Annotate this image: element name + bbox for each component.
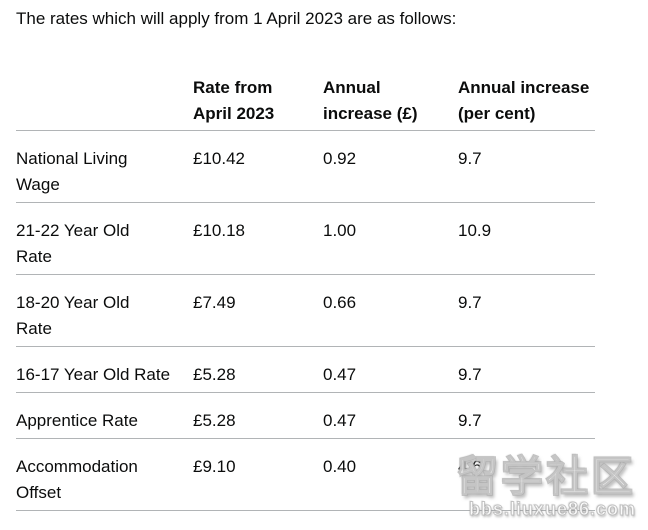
increase-pct-value: 10.9 (458, 202, 595, 275)
rate-value: £10.42 (193, 130, 323, 203)
rate-value: £9.10 (193, 438, 323, 511)
rates-table: Rate from April 2023 Annual increase (£)… (16, 75, 595, 511)
rate-value: £5.28 (193, 346, 323, 393)
table-row: Apprentice Rate £5.28 0.47 9.7 (16, 392, 595, 439)
increase-gbp-value: 0.92 (323, 130, 458, 203)
rate-value: £5.28 (193, 392, 323, 439)
increase-gbp-value: 0.47 (323, 346, 458, 393)
row-label: 16-17 Year Old Rate (16, 346, 193, 393)
page-root: The rates which will apply from 1 April … (16, 9, 635, 520)
column-header-blank (16, 75, 193, 131)
row-label: 18-20 Year Old Rate (16, 274, 193, 347)
table-header-row: Rate from April 2023 Annual increase (£)… (16, 75, 595, 131)
column-header-increase-pct: Annual increase (per cent) (458, 75, 595, 131)
increase-gbp-value: 0.40 (323, 438, 458, 511)
increase-gbp-value: 0.47 (323, 392, 458, 439)
table-row: 18-20 Year Old Rate £7.49 0.66 9.7 (16, 274, 595, 347)
increase-pct-value: 9.7 (458, 392, 595, 439)
row-label: Accommodation Offset (16, 438, 193, 511)
increase-pct-value: 4.6 (458, 438, 595, 511)
table-row: Accommodation Offset £9.10 0.40 4.6 (16, 438, 595, 511)
rate-value: £7.49 (193, 274, 323, 347)
increase-pct-value: 9.7 (458, 346, 595, 393)
rate-value: £10.18 (193, 202, 323, 275)
increase-pct-value: 9.7 (458, 274, 595, 347)
row-label: National Living Wage (16, 130, 193, 203)
row-label: Apprentice Rate (16, 392, 193, 439)
column-header-increase-gbp: Annual increase (£) (323, 75, 458, 131)
intro-text: The rates which will apply from 1 April … (16, 9, 457, 28)
increase-gbp-value: 1.00 (323, 202, 458, 275)
row-label: 21-22 Year Old Rate (16, 202, 193, 275)
increase-pct-value: 9.7 (458, 130, 595, 203)
table-row: 16-17 Year Old Rate £5.28 0.47 9.7 (16, 346, 595, 393)
column-header-rate: Rate from April 2023 (193, 75, 323, 131)
table-row: National Living Wage £10.42 0.92 9.7 (16, 130, 595, 203)
table-row: 21-22 Year Old Rate £10.18 1.00 10.9 (16, 202, 595, 275)
increase-gbp-value: 0.66 (323, 274, 458, 347)
